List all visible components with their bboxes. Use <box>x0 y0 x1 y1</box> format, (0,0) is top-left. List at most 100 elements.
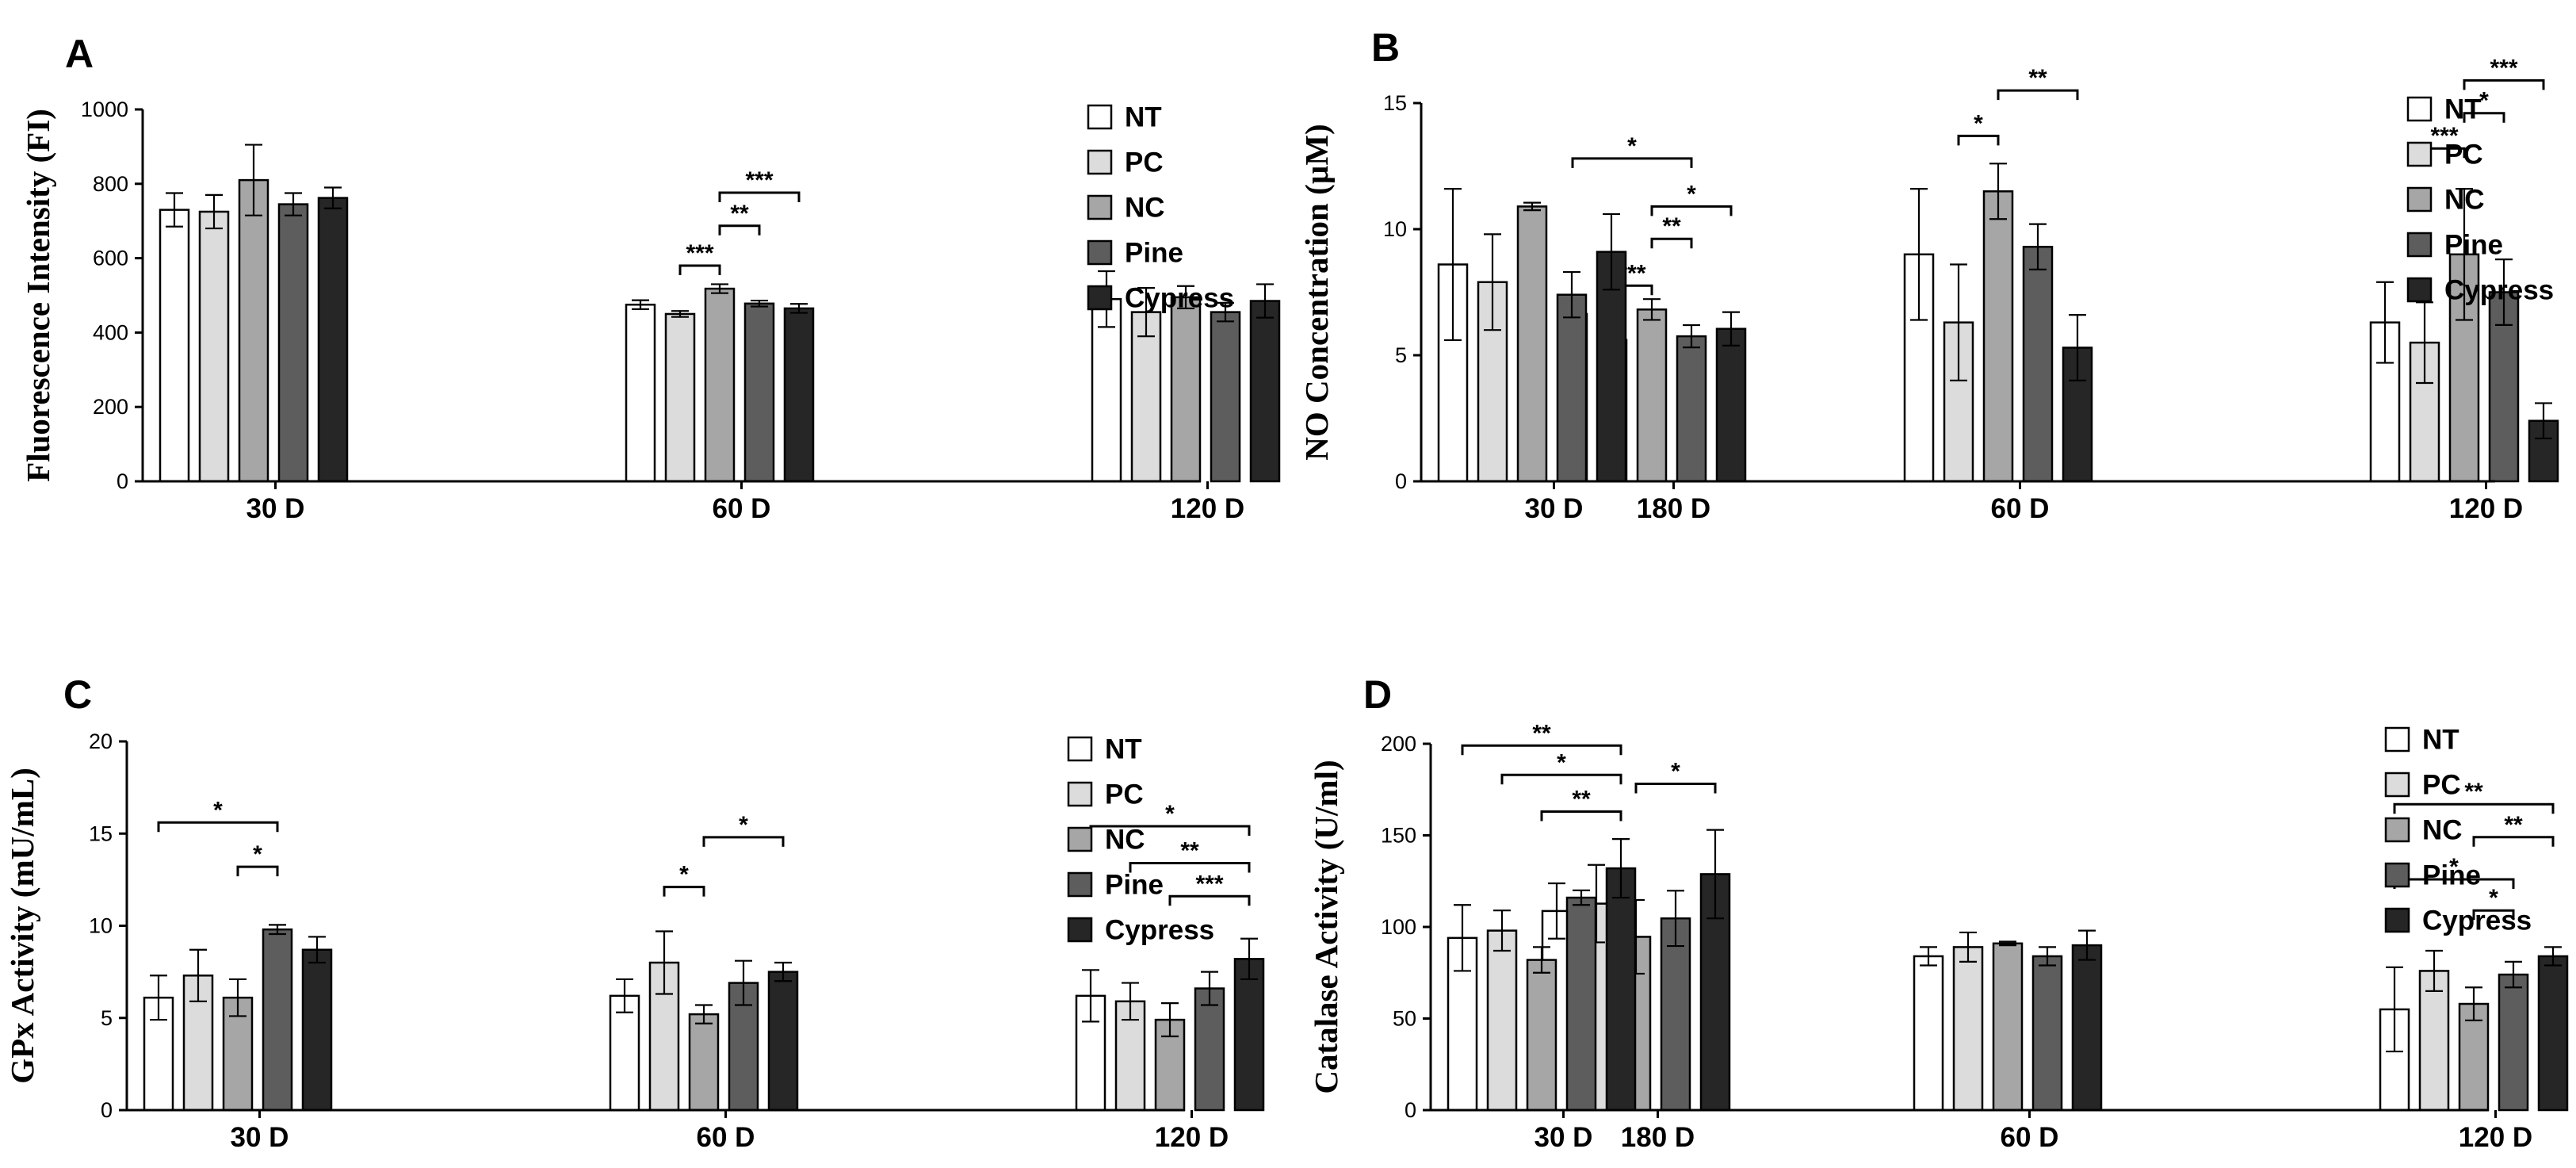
significance-label: ** <box>2464 779 2483 805</box>
legend-swatch-cypress <box>1067 917 1093 943</box>
bar-pine <box>1194 987 1225 1112</box>
legend-label: NT <box>2444 94 2482 125</box>
significance-bracket <box>1571 157 1693 168</box>
y-tick-label: 100 <box>1381 915 1416 939</box>
significance-bracket <box>1957 134 2000 146</box>
panel-letter: D <box>1363 672 1392 717</box>
significance-bracket <box>1168 894 1251 906</box>
significance-bracket <box>718 224 761 236</box>
legend-label: Pine <box>2422 860 2481 891</box>
bar-nc <box>1992 942 2024 1112</box>
bar-nc <box>1982 190 2014 483</box>
x-tick-label: 120 D <box>2459 1122 2532 1153</box>
significance-label: * <box>2449 854 2459 880</box>
significance-label: ** <box>1662 213 1681 239</box>
legend-swatch-nt <box>2406 96 2433 122</box>
x-tick-label: 30 D <box>231 1122 289 1153</box>
significance-label: * <box>1627 133 1637 159</box>
panel-letter: B <box>1371 25 1400 70</box>
y-tick-label: 0 <box>101 1098 113 1122</box>
x-tick-label: 180 D <box>1637 493 1710 524</box>
significance-label: ** <box>1572 786 1591 812</box>
y-axis-label: GPx Activity (mU/mL) <box>4 768 40 1084</box>
bar-cypress <box>767 971 799 1112</box>
significance-bracket <box>2463 79 2545 90</box>
y-axis-label: Fluorescence Intensity (FI) <box>20 109 56 482</box>
significance-bracket <box>1997 89 2079 101</box>
bar-nc <box>1516 205 1548 483</box>
x-tick-label: 60 D <box>697 1122 755 1153</box>
legend-swatch-pine <box>1087 239 1113 266</box>
y-tick-label: 600 <box>93 247 128 270</box>
significance-label: ** <box>1180 837 1199 864</box>
y-tick-label: 0 <box>117 469 128 493</box>
significance-label: * <box>679 862 689 888</box>
x-tick-label: 60 D <box>713 493 771 524</box>
y-tick-label: 10 <box>89 914 113 938</box>
y-tick-label: 0 <box>1405 1098 1416 1122</box>
y-tick-label: 800 <box>93 172 128 196</box>
bar-cypress <box>2537 955 2569 1112</box>
legend-label: NT <box>2422 725 2459 756</box>
legend-label: NT <box>1125 102 1162 133</box>
bar-nc <box>704 287 736 483</box>
legend-swatch-nc <box>1087 194 1113 220</box>
y-tick-label: 200 <box>93 395 128 419</box>
bar-nc <box>2458 1002 2490 1112</box>
significance-bracket <box>2472 836 2555 847</box>
bar-pine <box>1210 311 1241 483</box>
significance-label: ** <box>730 201 749 227</box>
bar-pc <box>2418 970 2450 1112</box>
y-tick-label: 150 <box>1381 824 1416 848</box>
significance-bracket <box>718 191 801 203</box>
significance-bracket <box>2472 909 2515 921</box>
legend-label: Cypress <box>1105 915 1214 946</box>
significance-bracket <box>157 821 279 833</box>
legend-swatch-pc <box>1067 781 1093 807</box>
legend-swatch-cypress <box>1087 285 1113 311</box>
x-tick-label: 60 D <box>1991 493 2050 524</box>
significance-label: * <box>1165 801 1175 827</box>
x-tick-label: 120 D <box>1155 1122 1229 1153</box>
legend-swatch-nt <box>2384 726 2410 752</box>
significance-label: *** <box>1195 871 1223 897</box>
y-tick-label: 20 <box>89 730 113 753</box>
panel-d: D Catalase Activity (U/ml) 0 50 100 150 200 30 … <box>1308 672 2569 1153</box>
legend-swatch-pine <box>2384 862 2410 888</box>
legend-label: PC <box>2422 770 2461 801</box>
bar-pine <box>262 928 293 1112</box>
bar-pine <box>1676 335 1707 483</box>
significance-bracket <box>2463 112 2505 123</box>
legend-swatch-nc <box>2406 186 2433 213</box>
significance-label: * <box>1687 181 1696 207</box>
y-tick-label: 15 <box>1383 91 1407 115</box>
bar-cypress <box>1249 300 1281 483</box>
significance-bracket <box>236 865 279 877</box>
y-axis-label: NO Concentration (µM) <box>1298 124 1335 460</box>
bar-nc <box>1636 308 1668 483</box>
legend-swatch-pc <box>1087 149 1113 175</box>
x-tick-label: 30 D <box>247 493 305 524</box>
significance-label: *** <box>2490 55 2517 81</box>
legend-swatch-cypress <box>2384 907 2410 933</box>
legend-swatch-pine <box>1067 871 1093 898</box>
significance-bracket <box>1129 861 1251 873</box>
y-tick-label: 50 <box>1393 1007 1416 1031</box>
significance-bracket <box>1540 810 1622 821</box>
y-tick-label: 10 <box>1383 217 1407 241</box>
legend-swatch-cypress <box>2406 277 2433 303</box>
bar-pine <box>1556 293 1588 483</box>
y-tick-label: 400 <box>93 320 128 344</box>
x-tick-label: 60 D <box>2001 1122 2059 1153</box>
significance-bracket <box>1461 744 1622 756</box>
significance-bracket <box>663 886 705 897</box>
significance-bracket <box>702 836 785 847</box>
x-tick-label: 30 D <box>1525 493 1584 524</box>
bar-pine <box>2498 973 2529 1112</box>
bar-nt <box>1913 955 1944 1112</box>
bar-pc <box>198 210 230 483</box>
bar-pc <box>1952 946 1984 1112</box>
bar-pine <box>2031 955 2063 1112</box>
bar-nc <box>1526 959 1557 1112</box>
significance-bracket <box>2393 802 2555 814</box>
